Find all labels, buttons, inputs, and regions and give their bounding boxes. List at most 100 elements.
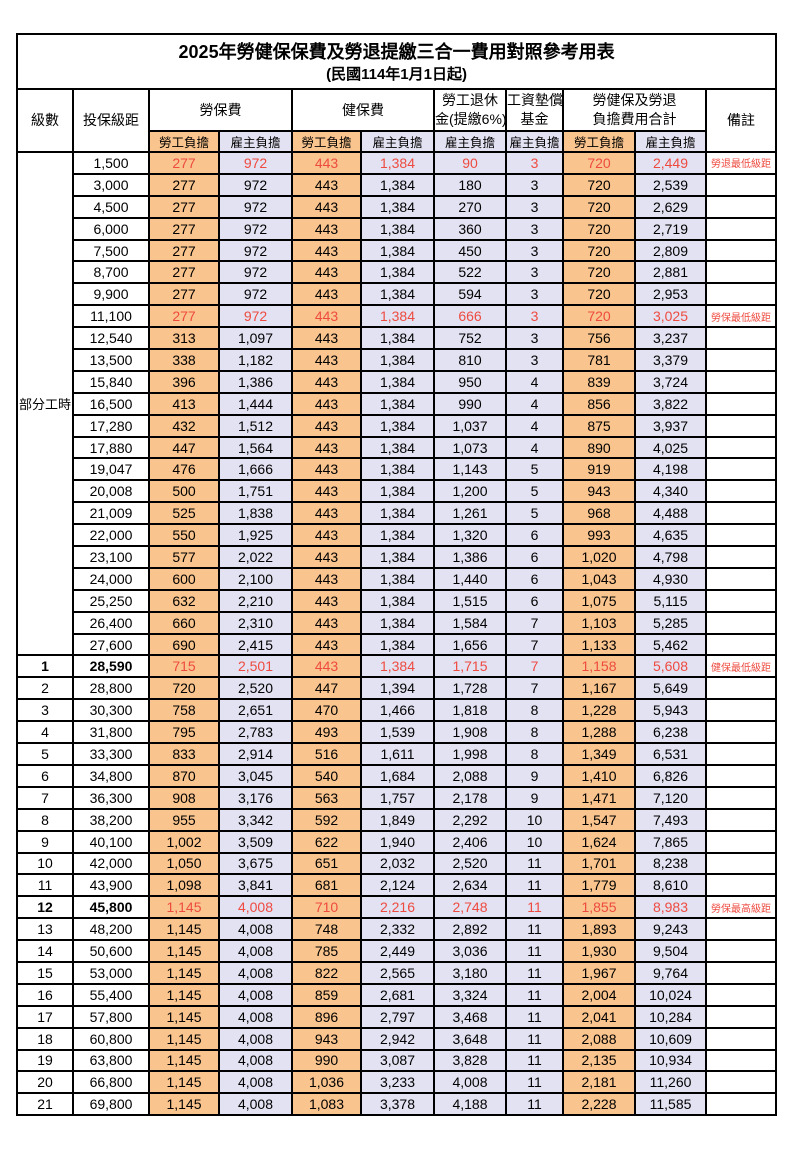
fee-cell: 9,504 [634, 939, 707, 963]
fee-cell: 1,930 [562, 939, 636, 963]
fee-cell: 3 [505, 304, 564, 329]
bracket-cell: 9,900 [72, 282, 150, 307]
fee-cell: 1,838 [218, 501, 293, 526]
fee-cell: 8 [505, 720, 564, 745]
fee-cell: 360 [433, 216, 507, 241]
remark-cell [704, 326, 778, 351]
fee-cell: 1,384 [360, 545, 435, 569]
table-row: 9,900 277 972 443 1,384 594 3 720 2,953 [17, 282, 778, 307]
fee-cell: 3 [505, 348, 564, 372]
fee-cell: 443 [291, 391, 362, 416]
fee-cell: 1,145 [148, 939, 220, 963]
table-row: 18 60,800 1,145 4,008 943 2,942 3,648 11 2,088 10… [16, 1026, 778, 1051]
fee-cell: 3,724 [634, 369, 707, 394]
fee-cell: 3,025 [634, 304, 707, 329]
remark-cell [704, 785, 778, 810]
fee-cell: 839 [562, 369, 636, 394]
fee-cell: 1,384 [360, 457, 435, 482]
total-header-line2: 負擔費用合計 [592, 111, 677, 127]
fee-cell: 1,384 [360, 260, 435, 285]
fee-cell: 859 [291, 982, 362, 1007]
fee-cell: 10,609 [634, 1026, 707, 1051]
bracket-cell: 60,800 [72, 1026, 150, 1051]
fee-cell: 443 [291, 545, 362, 569]
table-row: 23,100 577 2,022 443 1,384 1,386 6 1,020 4,798 [17, 545, 778, 569]
bracket-cell: 66,800 [72, 1070, 150, 1095]
fee-cell: 6,826 [634, 763, 707, 788]
fee-cell: 2,914 [218, 742, 293, 766]
fee-cell: 1,751 [218, 479, 293, 504]
remark-cell: 勞退最低級距 [704, 151, 778, 175]
fee-cell: 1,200 [433, 479, 507, 504]
fee-cell: 1,584 [433, 610, 507, 635]
level-cell: 5 [16, 742, 74, 766]
col-header-total: 勞健保及勞退 負擔費用合計 [562, 88, 707, 132]
fee-cell: 720 [562, 216, 636, 241]
fee-cell: 180 [433, 172, 507, 197]
fee-cell: 1,728 [433, 676, 507, 701]
fee-cell: 2,783 [218, 720, 293, 745]
fee-cell: 4,008 [218, 1070, 293, 1095]
fee-cell: 1,384 [360, 435, 435, 460]
bracket-cell: 48,200 [72, 917, 150, 942]
table-row: 部分工時 1,500 277 972 443 1,384 90 3 720 2,449 勞退最低級距 [16, 150, 778, 657]
fee-cell: 443 [291, 304, 362, 329]
fee-cell: 443 [291, 172, 362, 197]
fee-cell: 2,634 [433, 873, 507, 898]
fee-cell: 972 [218, 194, 293, 219]
remark-cell [704, 917, 778, 942]
bracket-cell: 34,800 [72, 763, 150, 788]
remark-cell [704, 479, 778, 504]
fee-cell: 277 [148, 194, 220, 219]
fee-cell: 443 [291, 216, 362, 241]
level-cell: 7 [16, 785, 74, 810]
bracket-cell: 40,100 [72, 829, 150, 854]
fee-cell: 3 [505, 216, 564, 241]
fee-cell: 955 [148, 807, 220, 832]
remark-cell: 勞保最低級距 [704, 304, 778, 329]
fee-cell: 710 [291, 895, 362, 920]
fee-cell: 990 [433, 391, 507, 416]
fee-cell: 795 [148, 720, 220, 745]
level-cell: 12 [16, 895, 74, 920]
fee-cell: 2,088 [433, 763, 507, 788]
fee-cell: 972 [218, 260, 293, 285]
fee-cell: 2,124 [360, 873, 435, 898]
fee-cell: 6 [505, 566, 564, 591]
bracket-cell: 3,000 [72, 172, 150, 197]
fee-cell: 1,384 [360, 588, 435, 613]
fee-cell: 4,798 [634, 545, 707, 569]
fee-cell: 752 [433, 326, 507, 351]
fee-cell: 1,073 [433, 435, 507, 460]
subheader-total-employee: 勞工負擔 [562, 130, 636, 153]
fee-cell: 4 [505, 435, 564, 460]
fee-cell: 563 [291, 785, 362, 810]
fee-cell: 3,045 [218, 763, 293, 788]
fee-cell: 4,008 [433, 1070, 507, 1095]
subheader-pension-employer: 雇主負擔 [433, 130, 507, 153]
fee-cell: 4 [505, 369, 564, 394]
fee-cell: 1,103 [562, 610, 636, 635]
bracket-cell: 63,800 [72, 1048, 150, 1073]
bracket-cell: 53,000 [72, 960, 150, 985]
fee-cell: 600 [148, 566, 220, 591]
table-row: 12,540 313 1,097 443 1,384 752 3 756 3,237 [17, 326, 778, 351]
fee-cell: 2,809 [634, 238, 707, 263]
table-row: 3,000 277 972 443 1,384 180 3 720 2,539 [17, 172, 778, 197]
bracket-cell: 24,000 [72, 566, 150, 591]
fee-cell: 592 [291, 807, 362, 832]
bracket-cell: 12,540 [72, 326, 150, 351]
fee-cell: 3,675 [218, 851, 293, 876]
bracket-cell: 42,000 [72, 851, 150, 876]
col-header-labor-insurance: 勞保費 [148, 88, 293, 132]
fee-cell: 4,198 [634, 457, 707, 482]
fee-cell: 11 [505, 1026, 564, 1051]
fee-cell: 2,088 [562, 1026, 636, 1051]
fee-cell: 7,120 [634, 785, 707, 810]
fee-cell: 1,158 [562, 654, 636, 679]
level-cell: 6 [16, 763, 74, 788]
fee-cell: 2,181 [562, 1070, 636, 1095]
fee-cell: 1,020 [562, 545, 636, 569]
fee-cell: 666 [433, 304, 507, 329]
fee-cell: 1,701 [562, 851, 636, 876]
